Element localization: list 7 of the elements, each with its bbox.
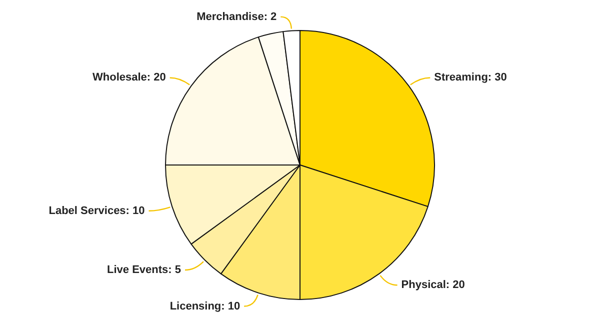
slice-label: Label Services: 10: [48, 204, 145, 217]
slice-label: Streaming: 30: [434, 72, 507, 84]
slice-label: Physical: 20: [401, 279, 465, 292]
slice-label: Wholesale: 20: [92, 72, 166, 84]
slice-label: Merchandise: 2: [196, 10, 277, 23]
slice-label: Licensing: 10: [170, 300, 240, 312]
slice-label: Live Events: 5: [107, 264, 181, 276]
